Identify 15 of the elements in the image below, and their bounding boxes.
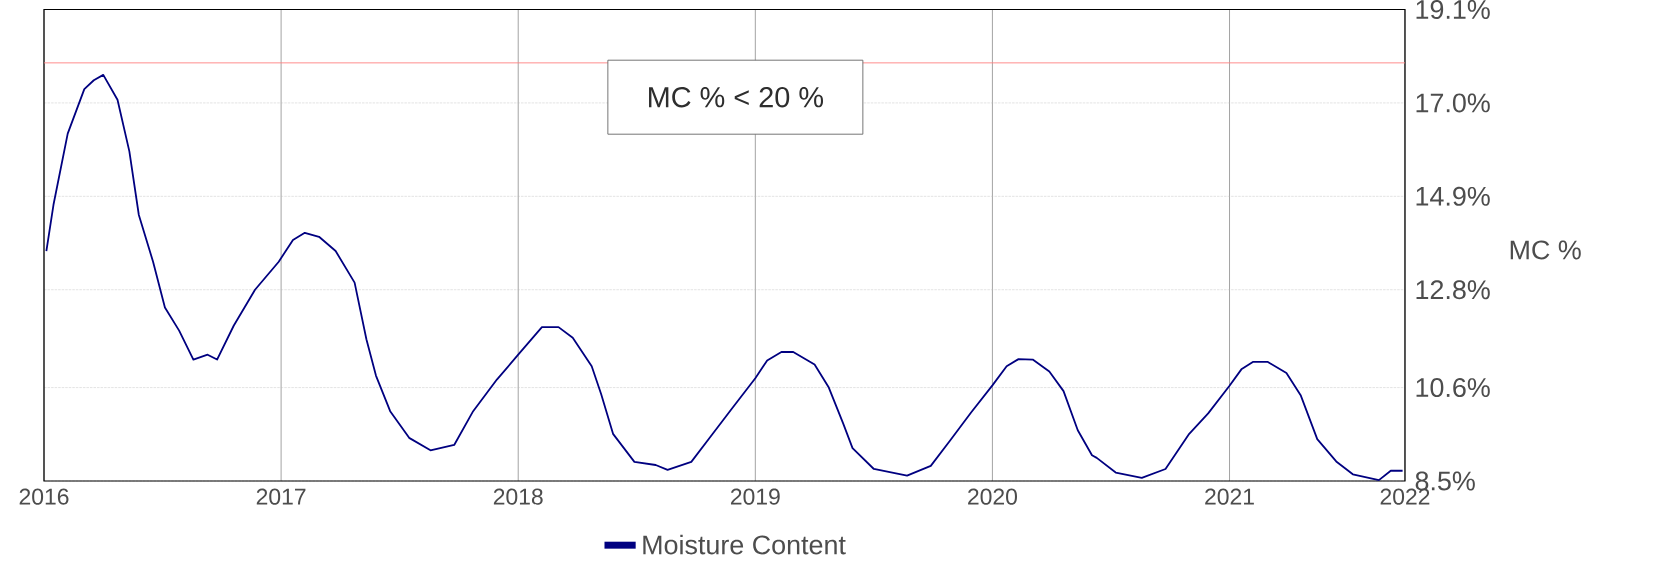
x-tick-label: 2021: [1205, 488, 1254, 505]
line-series: [45, 73, 1404, 481]
x-tick-label: 2019: [730, 488, 780, 505]
y-axis-title: MC %: [1510, 240, 1581, 260]
y-tick-label: 17.0%: [1416, 93, 1490, 113]
x-tick-label: 2016: [19, 488, 69, 505]
x-tick-label: 2018: [493, 488, 543, 505]
x-tick-label: 2017: [256, 488, 306, 505]
y-tick-label: 19.1%: [1416, 0, 1490, 20]
y-tick-label: 12.8%: [1416, 280, 1490, 300]
annotation: MC % < 20 %: [649, 86, 824, 108]
y-tick-label: 10.6%: [1416, 378, 1490, 398]
y-tick-label: 14.9%: [1416, 186, 1490, 206]
x-tick-label: 2020: [968, 488, 1018, 505]
legend-label: Moisture Content: [643, 534, 846, 555]
